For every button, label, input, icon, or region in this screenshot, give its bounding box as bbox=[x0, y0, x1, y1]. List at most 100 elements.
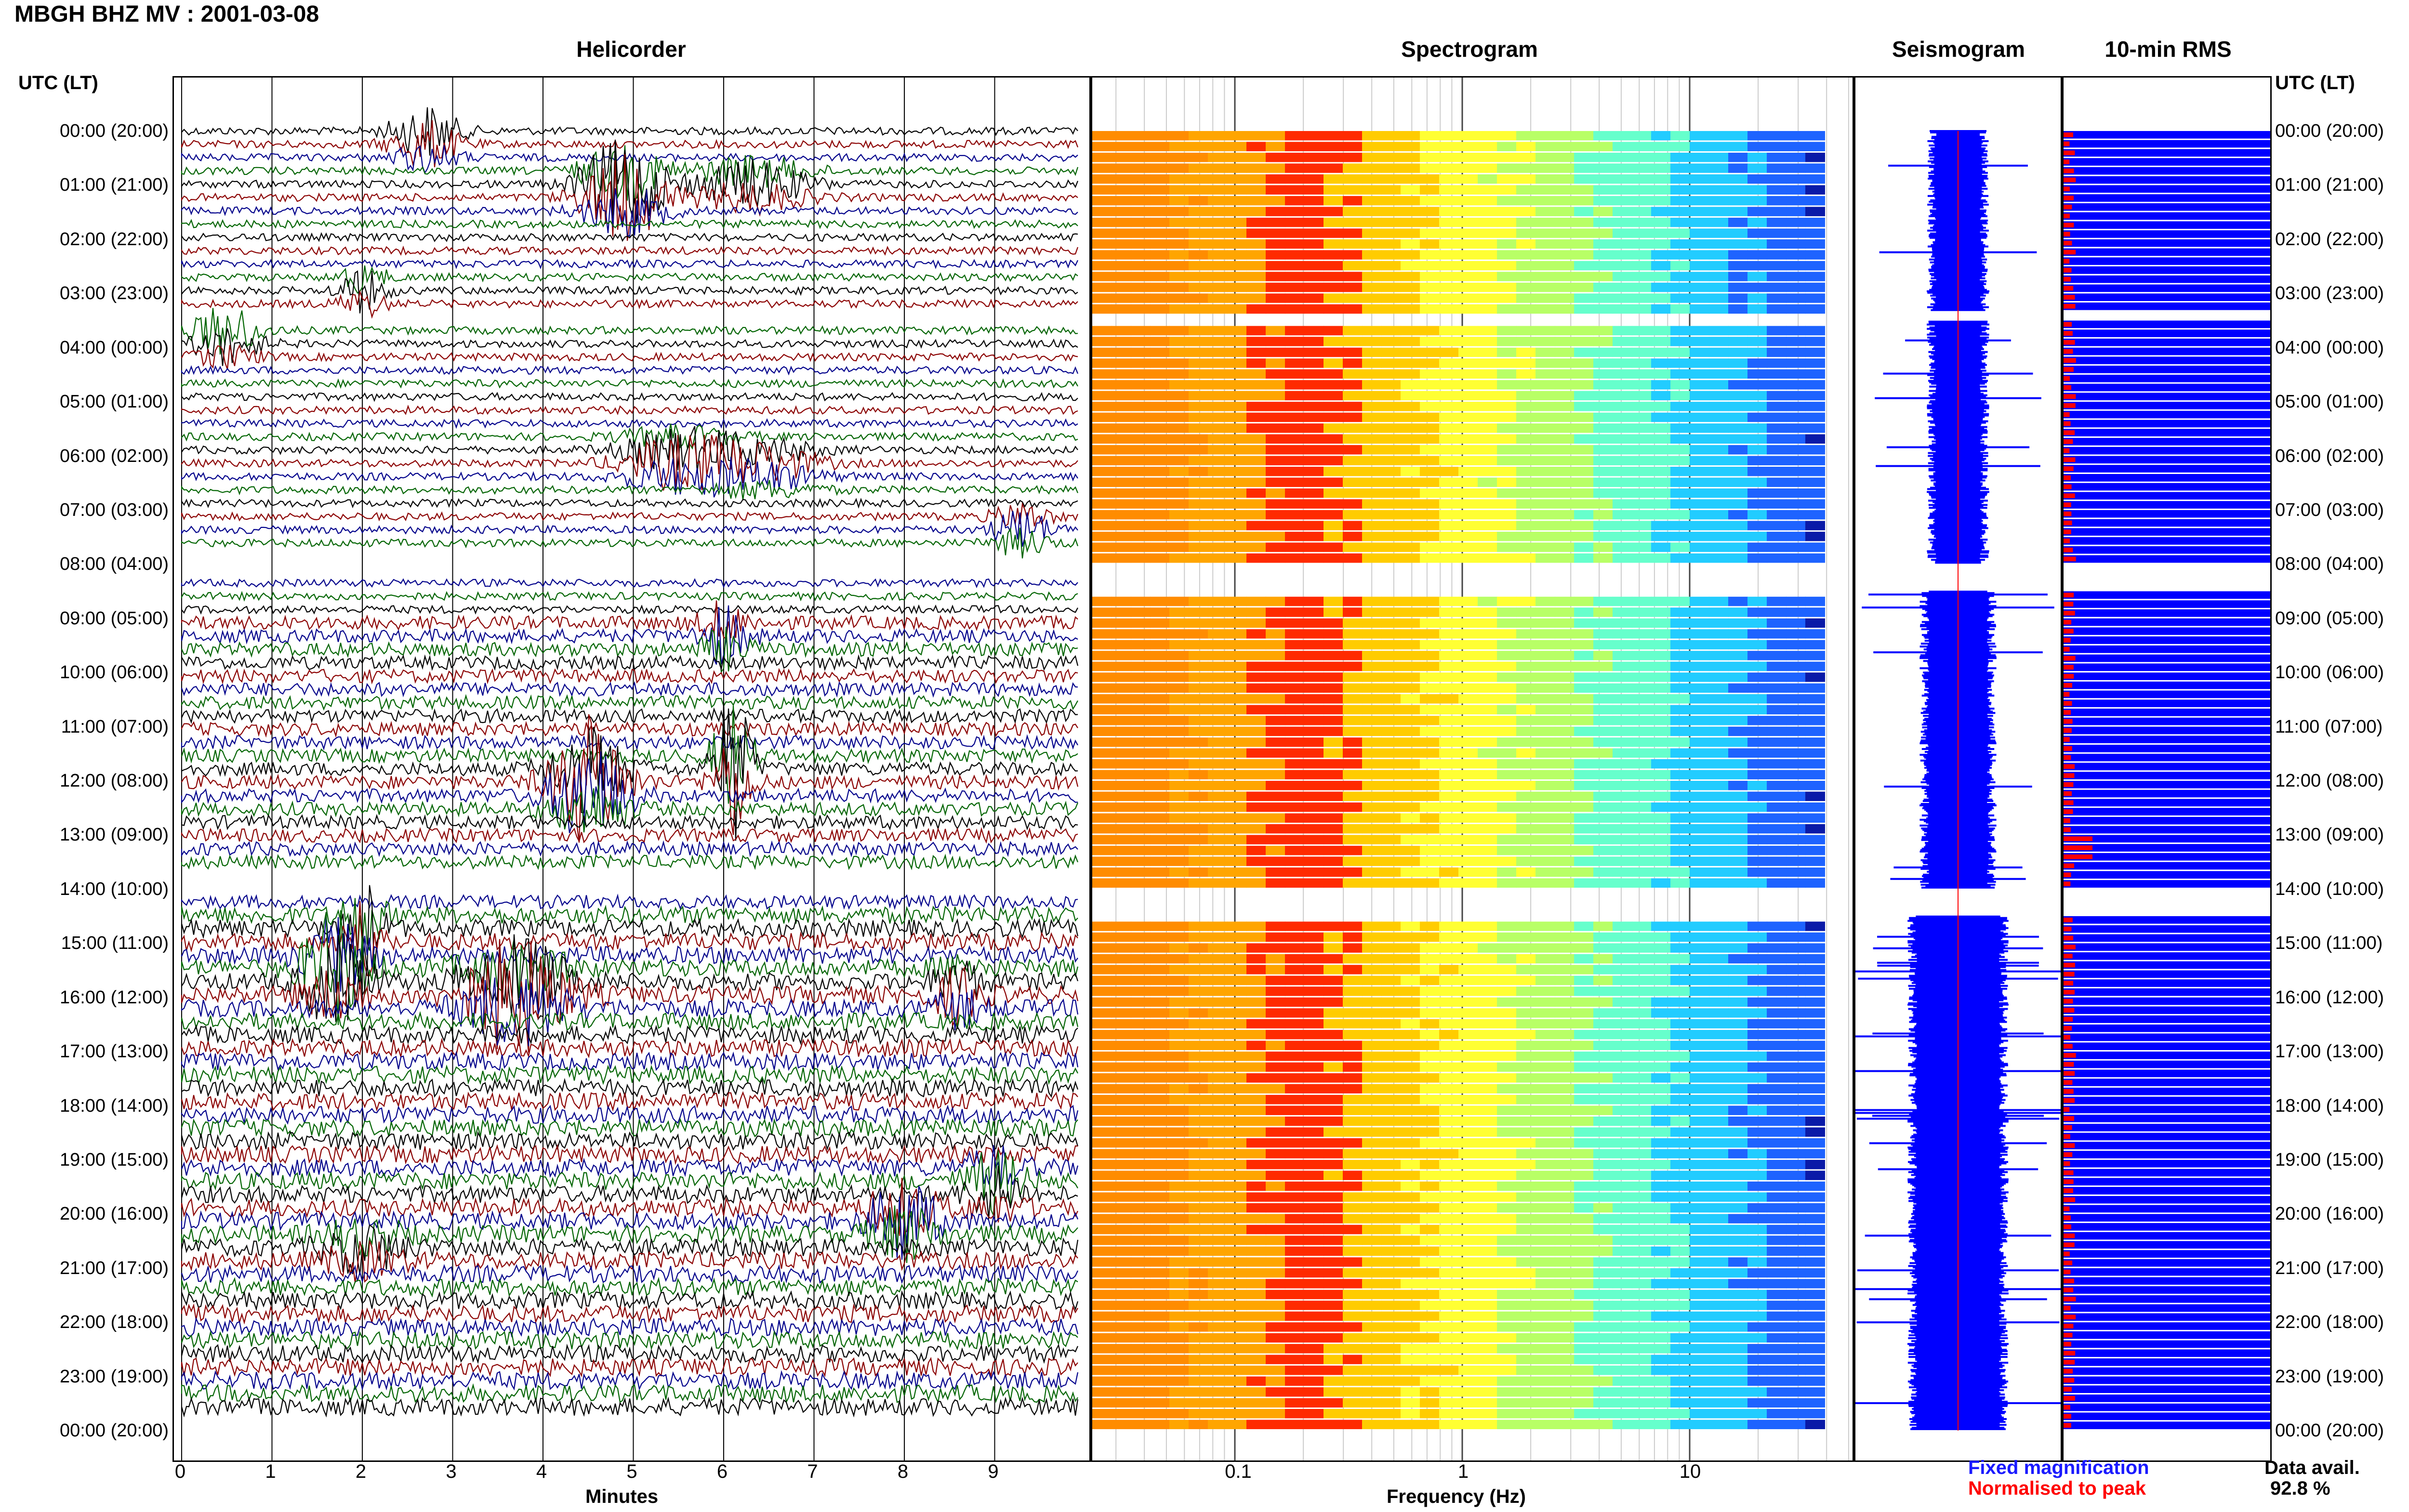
spectrogram-cell bbox=[1709, 661, 1729, 671]
spectrogram-cell bbox=[1112, 1409, 1131, 1419]
spectrogram-cell bbox=[1362, 1344, 1382, 1354]
spectrogram-cell bbox=[1208, 954, 1228, 964]
spectrogram-cell bbox=[1381, 813, 1401, 823]
spectrogram-cell bbox=[1574, 531, 1594, 541]
spectrogram-cell bbox=[1324, 1246, 1343, 1256]
spectrogram-cell bbox=[1786, 748, 1806, 758]
spectrogram-cell bbox=[1439, 1322, 1459, 1332]
spectrogram-cell bbox=[1767, 1322, 1787, 1332]
spectrogram-cell bbox=[1227, 1170, 1247, 1180]
spectrogram-cell bbox=[1169, 629, 1189, 639]
spectrogram-cell bbox=[1728, 1105, 1748, 1115]
spectrogram-cell bbox=[1574, 228, 1594, 238]
spectrogram-cell bbox=[1112, 781, 1131, 790]
spectrogram-cell bbox=[1632, 293, 1652, 303]
spectrogram-cell bbox=[1690, 261, 1709, 271]
spectrogram-cell bbox=[1208, 131, 1228, 141]
spectrogram-cell bbox=[1670, 824, 1690, 834]
spectrogram-cell bbox=[1304, 835, 1324, 844]
spectrogram-cell bbox=[1728, 1127, 1748, 1137]
spectrogram-cell bbox=[1574, 1192, 1594, 1202]
spectrogram-cell bbox=[1497, 965, 1517, 974]
spectrogram-cell bbox=[1709, 445, 1729, 455]
spectrogram-cell bbox=[1343, 391, 1363, 401]
spectrogram-cell bbox=[1516, 932, 1536, 942]
spectrogram-cell bbox=[1593, 813, 1613, 823]
spectrogram-cell bbox=[1227, 1149, 1247, 1158]
spectrogram-cell bbox=[1266, 380, 1285, 390]
spectrogram-cell bbox=[1670, 651, 1690, 660]
spectrogram-cell bbox=[1189, 1170, 1208, 1180]
spectrogram-cell bbox=[1651, 1279, 1671, 1288]
spectrogram-cell bbox=[1401, 1192, 1420, 1202]
spectrogram-cell bbox=[1439, 672, 1459, 682]
spectrogram-cell bbox=[1516, 1387, 1536, 1397]
spectrogram-cell bbox=[1593, 1149, 1613, 1158]
spectrogram-cell bbox=[1401, 185, 1420, 195]
spectrogram-cell bbox=[1516, 1084, 1536, 1093]
spectrogram-cell bbox=[1246, 477, 1266, 487]
spectrogram-cell bbox=[1150, 835, 1170, 844]
spectrogram-cell bbox=[1767, 737, 1787, 747]
spectrogram-cell bbox=[1304, 434, 1324, 444]
spectrogram-cell bbox=[1535, 1159, 1555, 1170]
spectrogram-cell bbox=[1131, 770, 1151, 779]
spectrogram-cell bbox=[1189, 185, 1208, 195]
spectrogram-cell bbox=[1690, 1040, 1709, 1051]
spectrogram-cell bbox=[1458, 239, 1478, 249]
spectrogram-cell bbox=[1150, 748, 1170, 758]
spectrogram-cell bbox=[1150, 1019, 1170, 1029]
spectrogram-cell bbox=[1670, 250, 1690, 260]
spectrogram-cell bbox=[1478, 1224, 1497, 1235]
spectrogram-cell bbox=[1246, 1019, 1266, 1029]
spectrogram-cell bbox=[1266, 1117, 1285, 1126]
spectrogram-cell bbox=[1208, 261, 1228, 271]
spectrogram-cell bbox=[1324, 456, 1343, 465]
spectrogram-cell bbox=[1420, 954, 1440, 964]
spectrogram-cell bbox=[1208, 1246, 1228, 1256]
spectrogram-cell bbox=[1420, 943, 1440, 953]
spectrogram-cell bbox=[1516, 499, 1536, 509]
spectrogram-cell bbox=[1266, 272, 1285, 281]
spectrogram-cell bbox=[1535, 1084, 1555, 1093]
spectrogram-cell bbox=[1131, 521, 1151, 530]
spectrogram-cell bbox=[1092, 921, 1112, 931]
spectrogram-cell bbox=[1343, 1030, 1363, 1039]
spectrogram-cell bbox=[1246, 1268, 1266, 1278]
spectrogram-cell bbox=[1266, 1105, 1285, 1115]
spectrogram-cell bbox=[1690, 1095, 1709, 1104]
spectrogram-cell bbox=[1150, 1322, 1170, 1332]
spectrogram-cell bbox=[1786, 1224, 1806, 1235]
spectrogram-cell bbox=[1246, 185, 1266, 195]
spectrogram-cell bbox=[1767, 250, 1787, 260]
spectrogram-cell bbox=[1420, 380, 1440, 390]
spectrogram-cell bbox=[1632, 163, 1652, 173]
spectrogram-cell bbox=[1651, 337, 1671, 346]
spectrogram-cell bbox=[1112, 1376, 1131, 1386]
spectrogram-cell bbox=[1401, 1159, 1420, 1170]
spectrogram-cell bbox=[1767, 1366, 1787, 1375]
spectrogram-cell bbox=[1092, 1203, 1112, 1213]
spectrogram-cell bbox=[1767, 1117, 1787, 1126]
spectrogram-cell bbox=[1169, 369, 1189, 379]
spectrogram-cell bbox=[1709, 282, 1729, 292]
spectrogram-cell bbox=[1381, 131, 1401, 141]
spectrogram-cell bbox=[1092, 185, 1112, 195]
spectrogram-cell bbox=[1690, 1366, 1709, 1375]
spectrogram-cell bbox=[1285, 196, 1305, 206]
spectrogram-cell bbox=[1420, 694, 1440, 704]
spectrogram-cell bbox=[1092, 1246, 1112, 1256]
spectrogram-cell bbox=[1728, 1040, 1748, 1051]
spectrogram-cell bbox=[1227, 142, 1247, 151]
spectrogram-cell bbox=[1439, 1376, 1459, 1386]
spectrogram-cell bbox=[1767, 629, 1787, 639]
spectrogram-cell bbox=[1786, 1192, 1806, 1202]
spectrogram-cell bbox=[1092, 683, 1112, 693]
spectrogram-cell bbox=[1574, 1387, 1594, 1397]
spectrogram-cell bbox=[1516, 467, 1536, 476]
spectrogram-cell bbox=[1266, 1030, 1285, 1039]
spectrogram-cell bbox=[1709, 1420, 1729, 1429]
spectrogram-cell bbox=[1285, 261, 1305, 271]
spectrogram-cell bbox=[1362, 651, 1382, 660]
spectrogram-cell bbox=[1593, 672, 1613, 682]
